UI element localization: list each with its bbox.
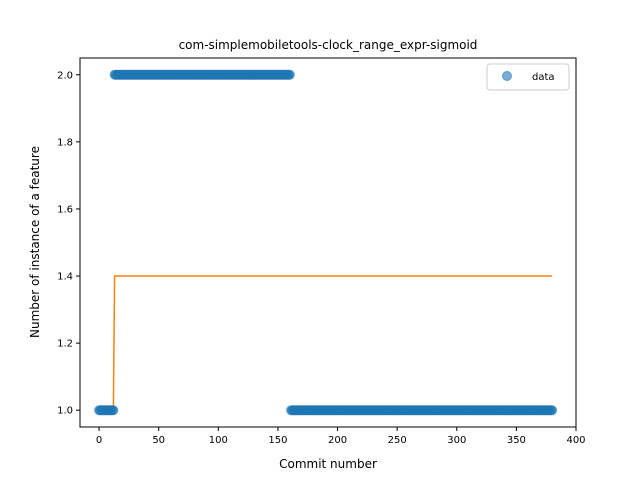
y-tick-label: 1.2: [57, 339, 73, 350]
x-tick-label: 400: [566, 435, 585, 446]
plot-frame: [79, 57, 577, 428]
data-point: [547, 405, 558, 416]
x-tick-label: 300: [447, 435, 466, 446]
legend: data: [486, 63, 570, 91]
data-point: [284, 69, 295, 80]
chart-title: com-simplemobiletools-clock_range_expr-s…: [179, 38, 478, 52]
legend-box: [486, 63, 570, 91]
legend-label-data: data: [532, 72, 555, 83]
legend-marker-data: [502, 71, 512, 81]
y-tick-label: 1.6: [57, 204, 73, 215]
y-tick-label: 1.4: [57, 272, 73, 283]
y-tick-label: 2.0: [57, 70, 73, 81]
x-axis-label: Commit number: [279, 457, 377, 471]
x-tick-label: 50: [152, 435, 165, 446]
data-points: [94, 69, 558, 416]
data-point: [108, 405, 119, 416]
x-tick-label: 350: [507, 435, 526, 446]
x-axis: 0 50 100 150 200 250 300 350 400: [96, 427, 586, 446]
x-tick-label: 200: [328, 435, 347, 446]
x-tick-label: 0: [96, 435, 102, 446]
y-tick-label: 1.8: [57, 137, 73, 148]
y-tick-label: 1.0: [57, 406, 73, 417]
y-axis-label: Number of instance of a feature: [28, 146, 42, 338]
x-tick-label: 250: [388, 435, 407, 446]
fit-line: [99, 275, 553, 411]
fit-line-layer: [99, 275, 553, 411]
x-tick-label: 150: [268, 435, 287, 446]
y-axis: 1.0 1.2 1.4 1.6 1.8 2.0: [57, 70, 80, 417]
x-tick-label: 100: [209, 435, 228, 446]
